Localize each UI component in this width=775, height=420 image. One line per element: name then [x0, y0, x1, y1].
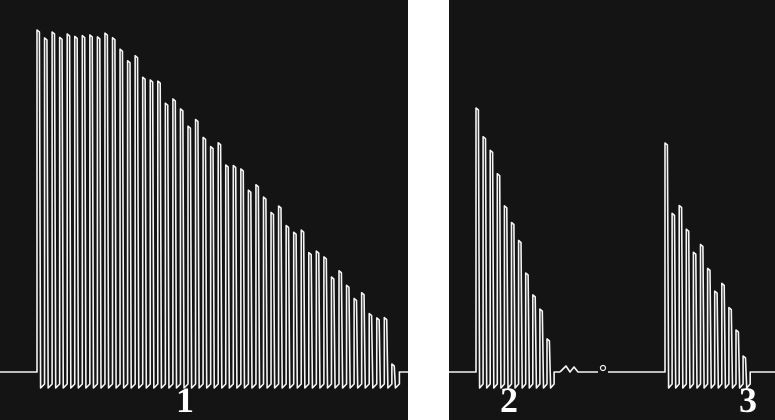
- label-1: 1: [176, 380, 194, 420]
- label-3: 3: [739, 380, 757, 420]
- figure: 1 2 3: [0, 0, 775, 420]
- label-2: 2: [500, 380, 518, 420]
